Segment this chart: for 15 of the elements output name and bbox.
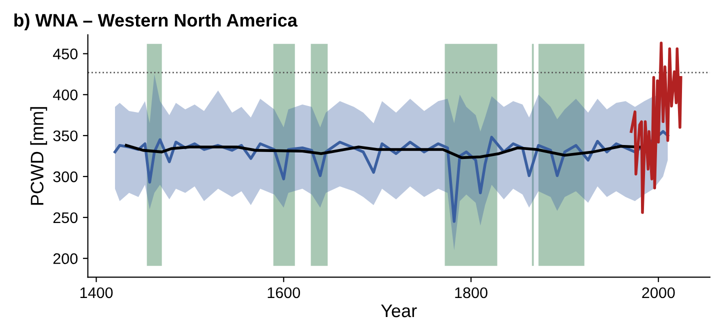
x-tick-label: 1600 <box>268 287 300 298</box>
chart-title: b) WNA – Western North America <box>14 13 298 30</box>
y-tick-label: 350 <box>53 130 78 142</box>
y-axis-title: PCWD [mm] <box>30 107 48 205</box>
y-tick-label: 400 <box>52 90 78 100</box>
line-series <box>124 144 642 160</box>
y-tick-label: 300 <box>53 171 78 182</box>
y-tick-label: 200 <box>53 253 78 264</box>
line-series <box>630 42 682 214</box>
x-axis-title: Year <box>381 304 417 318</box>
x-tick-label: 1800 <box>455 287 488 298</box>
x-tick-label: 2000 <box>642 287 675 298</box>
x-tick-label: 1400 <box>80 287 113 298</box>
y-tick-label: 250 <box>53 212 78 224</box>
y-tick-label: 450 <box>52 48 78 60</box>
